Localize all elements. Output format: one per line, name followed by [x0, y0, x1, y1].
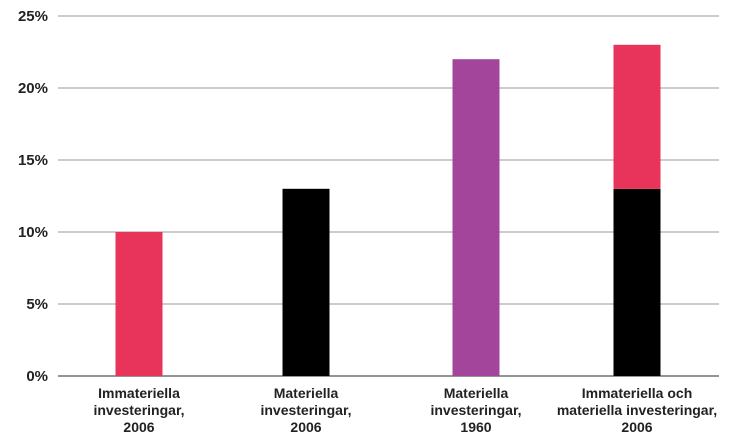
y-tick-label: 10% [18, 224, 48, 241]
bar-segment [115, 232, 163, 376]
x-category-label: 1960 [460, 419, 491, 435]
x-category-label: investeringar, [430, 402, 521, 418]
x-axis-category-labels: Immateriellainvesteringar,2006Materiella… [93, 385, 717, 435]
x-category-label: Immateriella [98, 385, 180, 401]
bars [115, 44, 661, 376]
x-category-label: Materiella [444, 385, 509, 401]
x-category-label: investeringar, [93, 402, 184, 418]
x-category-label: materiella investeringar, [557, 402, 717, 418]
y-tick-label: 25% [18, 8, 48, 25]
x-category-label: Immateriella och [582, 385, 693, 401]
x-category-label: 2006 [123, 419, 154, 435]
y-tick-label: 20% [18, 80, 48, 97]
y-axis-tick-labels: 0% 5% 10% 15% 20% 25% [18, 8, 48, 385]
bar-segment [282, 188, 330, 376]
y-tick-label: 0% [26, 368, 48, 385]
y-tick-label: 15% [18, 152, 48, 169]
x-category-label: investeringar, [260, 402, 351, 418]
x-category-label: Materiella [274, 385, 339, 401]
bar-segment [452, 59, 500, 376]
y-tick-label: 5% [26, 296, 48, 313]
x-category-label: 2006 [290, 419, 321, 435]
bar-segment [613, 188, 661, 376]
x-category-label: 2006 [621, 419, 652, 435]
gridlines [58, 15, 719, 377]
bar-segment [613, 44, 661, 189]
